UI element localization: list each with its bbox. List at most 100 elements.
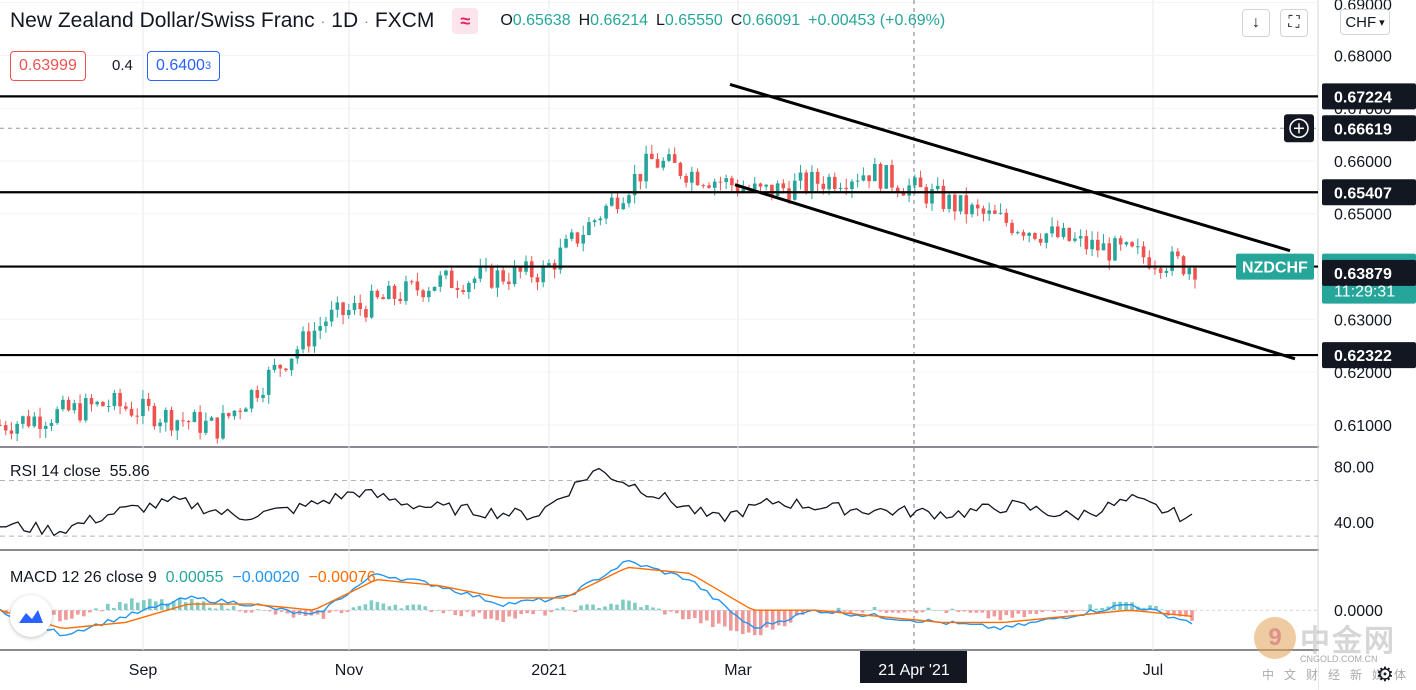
- symbol-name[interactable]: New Zealand Dollar/Swiss Franc: [10, 9, 315, 32]
- macd-histogram-bar: [866, 610, 871, 611]
- macd-histogram-bar: [938, 610, 943, 611]
- candle-body: [249, 390, 254, 409]
- macd-histogram-bar: [615, 604, 619, 611]
- candle-body: [627, 195, 631, 204]
- macd-histogram-bar: [776, 610, 781, 626]
- candle-body: [1067, 227, 1072, 241]
- indicators-icon[interactable]: ≈: [452, 8, 479, 34]
- header-separator: ·: [364, 13, 369, 29]
- candle-body: [9, 430, 14, 434]
- candle-body: [975, 204, 980, 209]
- currency-select[interactable]: CHF ▾: [1340, 9, 1390, 35]
- price-level-tag: [1322, 115, 1416, 142]
- candle-body: [1107, 243, 1112, 261]
- candle-body: [232, 410, 237, 417]
- candle-body: [432, 286, 437, 291]
- interval-label[interactable]: 1D: [331, 9, 359, 32]
- macd-histogram-bar: [579, 605, 583, 611]
- time-axis[interactable]: Sep Nov 2021 Mar Jul 21 Apr '21: [0, 651, 1318, 690]
- macd-histogram-bar: [417, 604, 422, 611]
- candle-body: [152, 405, 157, 427]
- macd-histogram-bar: [549, 610, 553, 613]
- countdown-label: 11:29:31: [1334, 284, 1395, 301]
- macd-histogram-bar: [339, 610, 344, 614]
- macd-histogram-bar: [207, 607, 212, 611]
- candle-body: [181, 420, 185, 422]
- candle-body: [901, 192, 906, 196]
- candle-body: [387, 285, 391, 300]
- candle-body: [26, 416, 31, 427]
- settings-gear-icon[interactable]: ⚙: [1376, 664, 1394, 686]
- time-tick-label: 2021: [531, 662, 567, 679]
- macd-histogram-bar: [106, 603, 110, 611]
- candle-body: [707, 185, 711, 188]
- macd-histogram-bar: [1028, 610, 1033, 614]
- macd-histogram-bar: [1094, 608, 1098, 611]
- time-axis-background: [0, 651, 1318, 690]
- candlestick-series: [0, 145, 1197, 444]
- candle-body: [895, 187, 900, 193]
- candle-body: [175, 420, 180, 431]
- candle-body: [284, 368, 288, 371]
- header-separator: ·: [320, 13, 326, 29]
- macd-histogram-bar: [279, 610, 284, 612]
- candle-body: [941, 185, 946, 209]
- descending-channel[interactable]: [729, 83, 1296, 361]
- candle-body: [964, 195, 969, 215]
- price-axis[interactable]: 0.680000.670000.660000.650000.640000.630…: [1236, 0, 1416, 690]
- macd-legend[interactable]: MACD 12 26 close 9 0.00055 −0.00020 −0.0…: [10, 569, 376, 586]
- channel-lower-line: [734, 183, 1296, 361]
- rsi-legend[interactable]: RSI 14 close 55.86: [10, 463, 150, 480]
- candle-body: [507, 281, 511, 285]
- macd-histogram-bar: [147, 598, 152, 611]
- candle-body: [215, 417, 220, 439]
- watermark-logo: 9 中金网: [1254, 616, 1396, 660]
- candle-body: [1021, 232, 1026, 236]
- macd-histogram-bar: [944, 610, 949, 613]
- macd-histogram-bar: [513, 610, 517, 619]
- candle-body: [15, 423, 19, 434]
- candle-body: [518, 266, 523, 272]
- macd-histogram-bar: [1106, 606, 1110, 611]
- ohlc-close: C0.66091: [730, 12, 801, 29]
- candle-body: [495, 270, 500, 288]
- macd-histogram-bar: [716, 610, 721, 624]
- download-icon[interactable]: ↓: [1242, 9, 1270, 37]
- candle-body: [884, 165, 889, 189]
- sell-price-button[interactable]: 0.63999: [10, 51, 86, 81]
- macd-histogram-bar: [52, 610, 56, 615]
- macd-histogram-bar: [507, 610, 511, 617]
- candle-body: [644, 153, 648, 182]
- candle-body: [575, 232, 580, 244]
- candle-body: [907, 185, 911, 196]
- rsi-line: [0, 467, 1193, 537]
- price-tick-label: 0.61000: [1334, 418, 1392, 435]
- macd-histogram-bar: [1016, 610, 1021, 614]
- candle-body: [438, 275, 443, 287]
- candle-body: [1118, 238, 1123, 245]
- buy-price-button[interactable]: 0.6400 3: [147, 51, 221, 81]
- macd-histogram-bar: [591, 604, 595, 611]
- macd-line-value: −0.00020: [232, 569, 300, 586]
- candle-body: [478, 267, 483, 279]
- macd-histogram-bar: [657, 608, 661, 611]
- macd-histogram-bar: [495, 610, 499, 621]
- time-tick-label: Jul: [1143, 662, 1163, 679]
- macd-histogram-bar: [711, 610, 715, 628]
- candle-body: [89, 398, 94, 405]
- macd-histogram-bar: [1190, 610, 1194, 621]
- candle-body: [792, 180, 797, 200]
- macd-histogram-bar: [800, 610, 805, 615]
- macd-histogram-bar: [1004, 610, 1009, 616]
- candle-body: [1050, 226, 1054, 234]
- macd-histogram-bar: [1160, 609, 1164, 611]
- candle-body: [1193, 268, 1197, 280]
- macd-histogram-bar: [261, 610, 266, 611]
- macd-histogram-bar: [681, 610, 685, 620]
- fullscreen-icon[interactable]: ⛶: [1280, 9, 1308, 37]
- candle-body: [1164, 270, 1169, 273]
- macd-histogram-bar: [483, 610, 487, 619]
- tradingview-logo-icon[interactable]: [10, 595, 52, 637]
